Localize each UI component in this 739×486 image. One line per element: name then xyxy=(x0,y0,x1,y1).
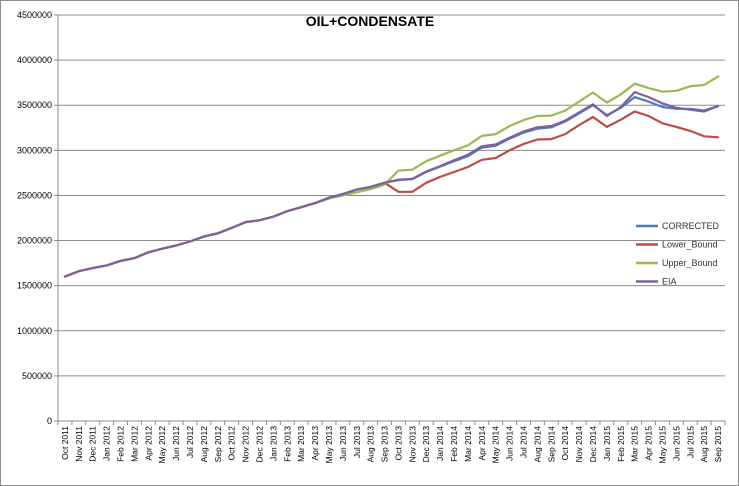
x-tick-label: May 2014 xyxy=(491,426,501,464)
x-tick-label: Apr 2012 xyxy=(143,426,153,461)
legend-label: CORRECTED xyxy=(662,221,720,231)
y-tick-label: 0 xyxy=(47,416,52,426)
x-tick-label: Oct 2013 xyxy=(393,426,403,461)
legend-label: Lower_Bound xyxy=(662,240,718,250)
x-tick-label: Jan 2012 xyxy=(102,426,112,461)
x-tick-label: Aug 2013 xyxy=(366,426,376,463)
y-tick-label: 500000 xyxy=(22,371,52,381)
y-tick-label: 3500000 xyxy=(17,100,52,110)
x-tick-label: Feb 2015 xyxy=(616,426,626,462)
series-line-lower-bound xyxy=(63,110,720,278)
x-tick-label: Aug 2014 xyxy=(532,426,542,463)
x-tick-label: Aug 2015 xyxy=(699,426,709,463)
x-tick-label: Jun 2015 xyxy=(671,426,681,461)
x-tick-label: Jun 2014 xyxy=(505,426,515,461)
x-tick-label: Nov 2011 xyxy=(74,426,84,462)
x-tick-label: Dec 2012 xyxy=(254,426,264,463)
x-tick-label: Mar 2013 xyxy=(296,426,306,462)
x-tick-label: Nov 2014 xyxy=(574,426,584,463)
x-tick-label: Dec 2011 xyxy=(88,426,98,462)
y-tick-label: 4000000 xyxy=(17,55,52,65)
x-tick-label: Apr 2015 xyxy=(644,426,654,461)
x-tick-label: Jun 2013 xyxy=(338,426,348,461)
x-tick-label: Feb 2012 xyxy=(116,426,126,462)
x-tick-label: Nov 2012 xyxy=(241,426,251,463)
y-tick-label: 1500000 xyxy=(17,281,52,291)
x-tick-label: Sep 2012 xyxy=(213,426,223,463)
x-tick-label: Oct 2011 xyxy=(60,426,70,460)
x-tick-label: May 2015 xyxy=(657,426,667,464)
y-axis-ticks: 0 500000 1000000 1500000 2000000 2500000 30000… xyxy=(17,10,58,426)
x-tick-label: Dec 2014 xyxy=(588,426,598,463)
legend-label: Upper_Bound xyxy=(662,258,718,268)
x-tick-label: Mar 2014 xyxy=(463,426,473,462)
x-tick-label: Jun 2012 xyxy=(171,426,181,461)
y-tick-label: 4500000 xyxy=(17,10,52,20)
x-tick-label: Jul 2013 xyxy=(352,426,362,458)
x-tick-label: Apr 2014 xyxy=(477,426,487,461)
x-tick-label: Sep 2015 xyxy=(713,426,723,463)
x-tick-label: Mar 2012 xyxy=(129,426,139,462)
x-tick-label: May 2012 xyxy=(157,426,167,464)
axes xyxy=(57,15,725,422)
y-tick-label: 1000000 xyxy=(17,326,52,336)
x-tick-label: Jul 2012 xyxy=(185,426,195,458)
x-tick-label: Jul 2015 xyxy=(685,426,695,458)
gridlines xyxy=(58,14,725,377)
x-tick-label: Sep 2014 xyxy=(546,426,556,463)
y-tick-label: 3000000 xyxy=(17,145,52,155)
x-tick-label: Aug 2012 xyxy=(199,426,209,463)
x-tick-label: Oct 2014 xyxy=(560,426,570,461)
legend: CORRECTED Lower_Bound Upper_Bound EIA xyxy=(636,221,720,287)
series-lines xyxy=(63,75,720,278)
x-tick-label: Oct 2012 xyxy=(227,426,237,461)
x-tick-label: Apr 2013 xyxy=(310,426,320,461)
x-tick-label: Mar 2015 xyxy=(630,426,640,462)
y-tick-label: 2000000 xyxy=(17,236,52,246)
x-tick-label: May 2013 xyxy=(324,426,334,464)
x-tick-label: Jan 2013 xyxy=(268,426,278,461)
x-tick-label: Sep 2013 xyxy=(380,426,390,463)
x-tick-label: Nov 2013 xyxy=(407,426,417,463)
x-axis-ticks: Oct 2011 Nov 2011 Dec 2011 Jan 2012 Feb 2012… xyxy=(57,421,726,464)
x-tick-label: Feb 2013 xyxy=(282,426,292,462)
x-tick-label: Jan 2014 xyxy=(435,426,445,461)
legend-label: EIA xyxy=(662,277,677,287)
y-tick-label: 2500000 xyxy=(17,190,52,200)
chart-title: OIL+CONDENSATE xyxy=(306,13,434,29)
x-tick-label: Jul 2014 xyxy=(519,426,529,458)
x-tick-label: Dec 2013 xyxy=(421,426,431,463)
x-tick-label: Feb 2014 xyxy=(449,426,459,462)
x-tick-label: Jan 2015 xyxy=(602,426,612,461)
series-line-eia xyxy=(63,90,720,278)
